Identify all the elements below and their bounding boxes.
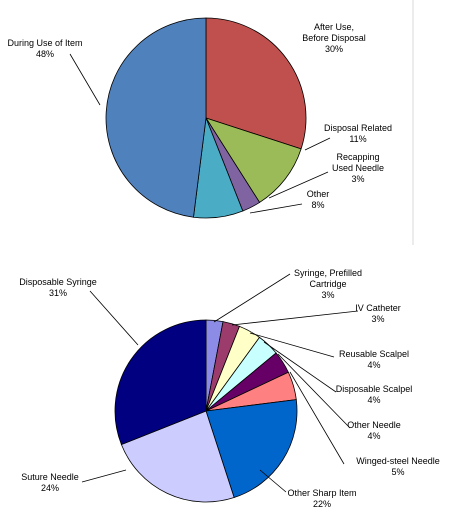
slice-label-other-needle: Other Needle 4% [347,420,401,441]
slice-name-label: During Use of Item [7,38,82,48]
slice-name-label: Other Sharp Item [287,488,356,498]
leader-line-during-use-of-item [69,53,101,106]
slice-value-label: 3% [371,314,384,324]
leader-line-suture-needle [81,469,127,483]
leader-line-other [249,203,303,214]
leader-line-other-needle [277,353,351,429]
slice-name-label: Before Disposal [302,33,366,43]
slice-value-label: 5% [391,467,404,477]
slice-name-label: Disposable Syringe [19,277,97,287]
slice-label-disposable-scalpel: Disposable Scalpel 4% [336,384,413,405]
slice-value-label: 4% [367,431,380,441]
slice-value-label: 4% [367,395,380,405]
slice-name-label: Other [307,189,330,199]
slice-value-label: 8% [311,200,324,210]
slice-label-recapping-used-needle: Recapping Used Needle 3% [332,152,384,184]
slice-name-label: Other Needle [347,420,401,430]
leader-line-iv-catheter [231,310,359,326]
slice-name-label: Disposal Related [324,123,392,133]
slice-name-label: Suture Needle [21,472,79,482]
slice-label-disposable-syringe: Disposable Syringe 31% [19,277,97,298]
slice-name-label: Cartridge [309,279,346,289]
slice-label-winged-steel-needle: Winged-steel Needle 5% [356,456,440,477]
slice-name-label: Recapping [336,152,379,162]
slice-label-after-use-before-disposal: After Use, Before Disposal 30% [302,22,366,54]
pie-slice-during-use-of-item [105,17,207,218]
leader-line-reusable-scalpel [249,332,335,358]
chart-1: During Use of Item 48% After Use, Before Di… [7,17,392,219]
slice-value-label: 31% [49,288,67,298]
slice-name-label: Syringe, Prefilled [294,268,362,278]
slice-name-label: Used Needle [332,163,384,173]
leader-line-disposal-related [304,137,331,151]
slice-name-label: Reusable Scalpel [339,349,409,359]
slice-name-label: Winged-steel Needle [356,456,440,466]
slice-value-label: 24% [41,483,59,493]
leader-line-winged-steel-needle [289,371,345,465]
slice-label-other-sharp-item: Other Sharp Item 22% [287,488,356,509]
slice-label-iv-catheter: IV Catheter 3% [355,303,401,324]
slice-name-label: IV Catheter [355,303,401,313]
slice-label-reusable-scalpel: Reusable Scalpel 4% [339,349,409,370]
slice-value-label: 48% [36,49,54,59]
leader-line-disposable-scalpel [263,341,337,393]
slice-value-label: 30% [325,44,343,54]
slice-value-label: 3% [321,290,334,300]
slice-label-disposal-related: Disposal Related 11% [324,123,392,144]
pie-slice-other-sharp-item [205,399,298,499]
slice-value-label: 22% [313,499,331,509]
slice-label-suture-needle: Suture Needle 24% [21,472,79,493]
pie-slice-disposal-related [205,117,302,203]
leader-line-other-sharp-item [259,469,287,493]
slice-value-label: 4% [367,360,380,370]
slice-label-other: Other 8% [307,189,330,210]
pie-slice-after-use-before-disposal [205,17,307,150]
slice-label-during-use-of-item: During Use of Item 48% [7,38,82,59]
leader-line-recapping-used-needle [268,171,329,199]
slice-value-label: 11% [349,134,366,144]
chart-2: Syringe, Prefilled Cartridge 3%IV Catheter… [19,268,440,509]
leader-line-disposable-syringe [89,290,139,346]
pie-slice-disposable-syringe [114,319,207,446]
slice-label-syringe-prefilled-cartridge: Syringe, Prefilled Cartridge 3% [294,268,362,300]
slice-value-label: 3% [351,174,364,184]
slice-name-label: Disposable Scalpel [336,384,413,394]
slice-name-label: After Use, [314,22,354,32]
leader-line-syringe-prefilled-cartridge [213,273,291,323]
